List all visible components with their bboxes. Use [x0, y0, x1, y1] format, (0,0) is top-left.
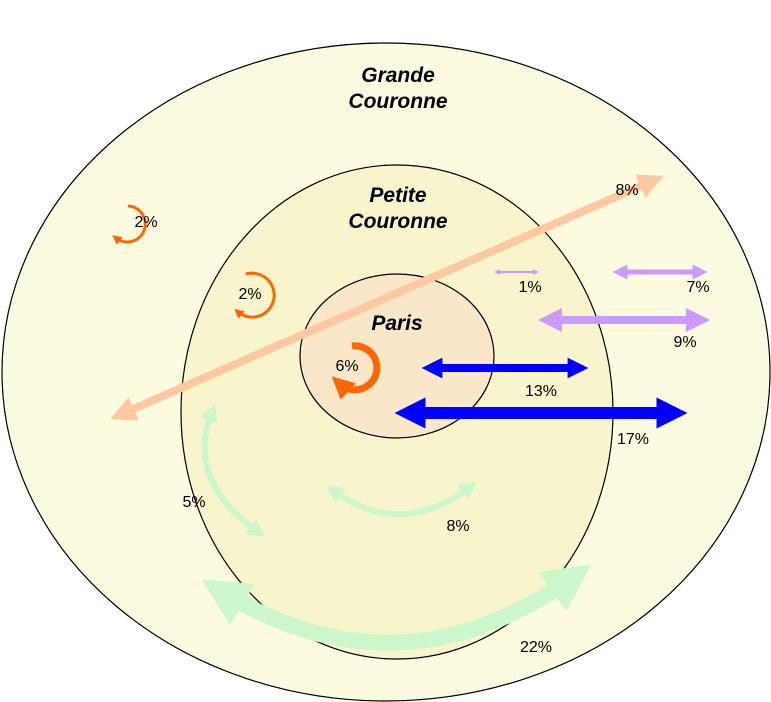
flow-label: 7% — [686, 279, 709, 296]
flow-label: 9% — [673, 334, 696, 351]
flow-label: 6% — [335, 358, 358, 375]
arrow — [325, 481, 478, 518]
arrow — [110, 174, 664, 421]
flow-label: 5% — [182, 494, 205, 511]
zone-label: Grande — [361, 64, 435, 87]
arrow — [112, 204, 147, 245]
zone-label: Couronne — [348, 210, 447, 233]
flow-label: 8% — [446, 518, 469, 535]
flow-label: 8% — [615, 182, 638, 199]
flow-label: 2% — [238, 286, 261, 303]
arrow — [200, 403, 266, 538]
arrow — [331, 342, 381, 400]
flow-label: 2% — [134, 214, 157, 231]
arrow — [234, 271, 276, 319]
flow-label: 22% — [520, 639, 552, 656]
arrow — [201, 564, 592, 651]
flow-label: 13% — [525, 383, 557, 400]
zone-label: Petite — [369, 184, 427, 207]
zone-label: Couronne — [348, 90, 447, 113]
flow-label: 1% — [518, 279, 541, 296]
flow-label: 17% — [617, 431, 649, 448]
zone-label: Paris — [371, 312, 422, 335]
